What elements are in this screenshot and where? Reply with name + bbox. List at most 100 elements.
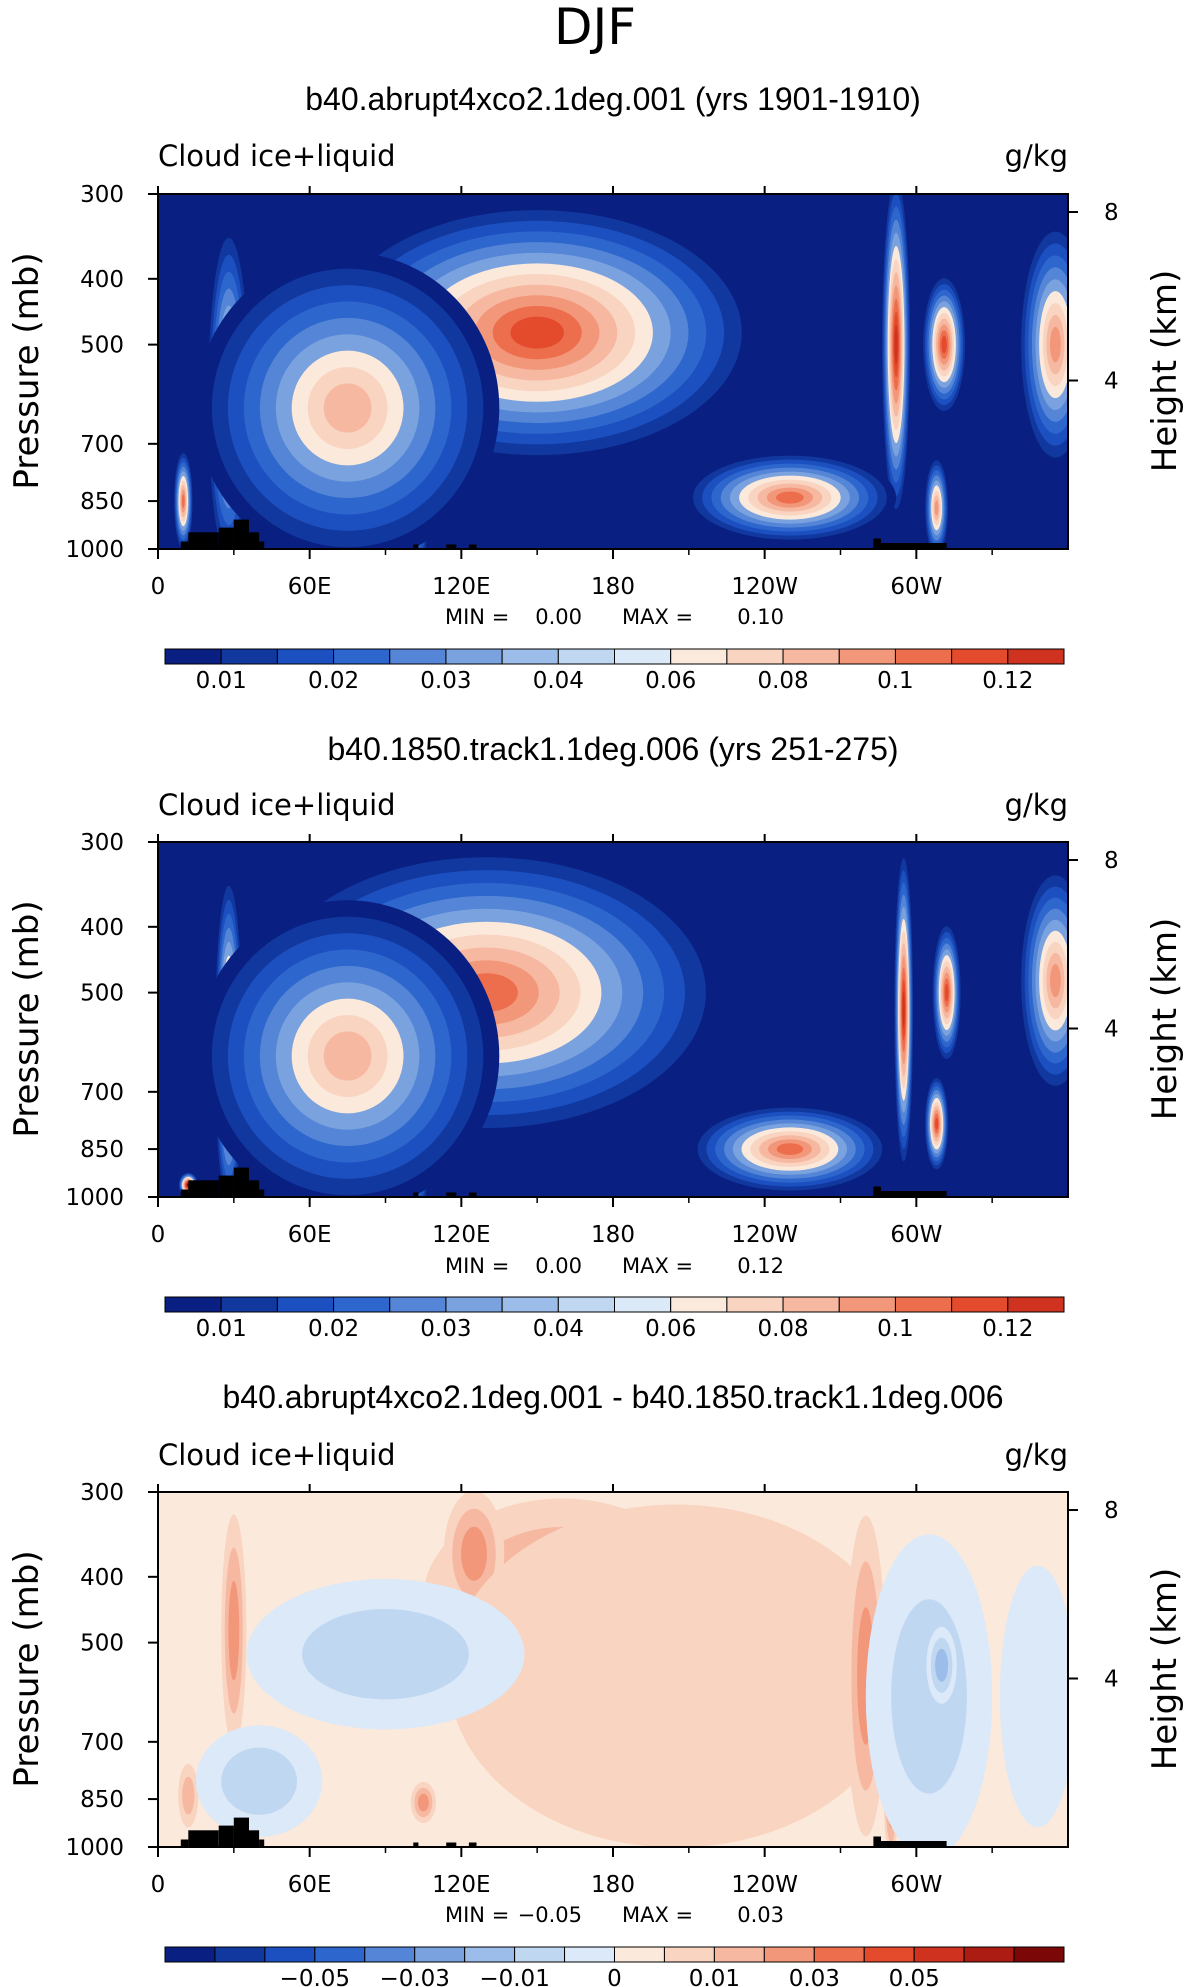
topography-block	[249, 1180, 260, 1197]
y-tick-label: 1000	[65, 537, 124, 563]
variable-label: Cloud ice+liquid	[158, 1438, 396, 1472]
colorbar-swatch	[670, 648, 728, 665]
topography-block	[873, 538, 881, 549]
max-label: MAX =	[622, 605, 693, 629]
topography-block	[413, 1842, 419, 1847]
colorbar: 0.01 0.02 0.03 0.04 0.06 0.08 0.1 0.12	[164, 648, 1065, 694]
colorbar-label: 0.06	[645, 1316, 696, 1342]
colorbar-swatch	[813, 1946, 865, 1963]
colorbar-label: −0.05	[280, 1966, 350, 1987]
panel-3: b40.abrupt4xco2.1deg.001 - b40.1850.trac…	[7, 1379, 1185, 1987]
max-value: 0.10	[737, 605, 784, 629]
contour-band	[510, 316, 564, 349]
topography-block	[468, 1192, 477, 1197]
y-tick-label: 850	[80, 1787, 124, 1813]
x-tick-label: 60W	[890, 1222, 942, 1248]
colorbar-swatch	[501, 1296, 559, 1313]
colorbar-swatch	[863, 1946, 915, 1963]
min-label: MIN =	[445, 1903, 509, 1927]
x-tick-label: 0	[151, 1222, 166, 1248]
variable-label: Cloud ice+liquid	[158, 139, 396, 173]
y2-axis: 48	[1068, 1498, 1119, 1693]
contour-band	[302, 1609, 469, 1700]
colorbar-swatch	[713, 1946, 765, 1963]
panel-title: b40.abrupt4xco2.1deg.001 - b40.1850.trac…	[222, 1379, 1003, 1415]
colorbar-swatch	[913, 1946, 965, 1963]
topography-block	[180, 1189, 189, 1197]
contour-band	[776, 491, 804, 504]
topography-block	[218, 1825, 234, 1847]
x-axis: 0 60E 120E 180 120W 60W	[151, 186, 993, 600]
y2-tick-label: 8	[1104, 1498, 1119, 1524]
topography-block	[218, 1175, 234, 1197]
x-axis: 0 60E 120E 180 120W 60W	[151, 834, 993, 1248]
colorbar-label: 0.12	[982, 668, 1033, 694]
x-tick-label: 180	[591, 1872, 635, 1898]
topography-block	[233, 519, 249, 549]
y2-tick-label: 8	[1104, 848, 1119, 874]
colorbar-label: 0.01	[689, 1966, 740, 1987]
colorbar-swatch	[894, 1296, 953, 1313]
colorbar-swatch	[220, 648, 278, 665]
y-tick-label: 500	[80, 981, 124, 1007]
colorbar-swatch	[333, 1296, 391, 1313]
colorbar-swatch	[782, 648, 840, 665]
colorbar-swatch	[782, 1296, 840, 1313]
topography-block	[218, 527, 234, 549]
colorbar-swatch	[464, 1946, 516, 1963]
colorbar-swatch	[614, 1296, 672, 1313]
y2-axis: 48	[1068, 200, 1119, 395]
units-label: g/kg	[1005, 788, 1068, 822]
contour-band	[323, 383, 372, 433]
contour-band	[999, 1565, 1068, 1828]
colorbar-swatch	[445, 648, 503, 665]
y-axis-label: Pressure (mb)	[7, 1550, 47, 1787]
colorbar-swatch	[276, 648, 335, 665]
contour-band	[448, 1504, 904, 1847]
y-tick-label: 850	[80, 489, 124, 515]
topography-block	[468, 544, 477, 549]
topography-block	[468, 1842, 477, 1847]
panel-title: b40.1850.track1.1deg.006 (yrs 251-275)	[327, 731, 898, 767]
y2-axis-label: Height (km)	[1145, 918, 1185, 1121]
topography-block	[446, 544, 457, 549]
topography-block	[880, 543, 947, 549]
y-tick-label: 700	[80, 1080, 124, 1106]
topography-block	[446, 1842, 457, 1847]
contour-band	[323, 1031, 372, 1081]
y-tick-label: 1000	[65, 1835, 124, 1861]
y-tick-label: 500	[80, 333, 124, 359]
x-tick-label: 60W	[890, 1872, 942, 1898]
colorbar-label: 0.08	[757, 1316, 808, 1342]
colorbar-swatch	[414, 1946, 466, 1963]
colorbar-swatch	[445, 1296, 503, 1313]
x-tick-label: 0	[151, 574, 166, 600]
x-tick-label: 120E	[432, 1222, 490, 1248]
contour-fields	[178, 1492, 1068, 1847]
topography	[180, 1167, 947, 1197]
colorbar-label: 0.02	[308, 668, 359, 694]
topography-block	[259, 541, 265, 549]
colorbar: 0.01 0.02 0.03 0.04 0.06 0.08 0.1 0.12	[164, 1296, 1065, 1342]
units-label: g/kg	[1005, 1438, 1068, 1472]
topography-block	[188, 1830, 219, 1847]
min-value: −0.05	[518, 1903, 582, 1927]
y-axis-label: Pressure (mb)	[7, 900, 47, 1137]
colorbar-swatch	[557, 648, 615, 665]
topography-block	[259, 1839, 265, 1847]
topography-block	[188, 1180, 219, 1197]
colorbar-label: 0.1	[877, 1316, 914, 1342]
figure-title: DJF	[554, 0, 636, 56]
colorbar-swatch	[1007, 648, 1065, 665]
topography-block	[249, 532, 260, 549]
colorbar-swatch	[164, 1296, 222, 1313]
colorbar-label: 0.03	[420, 668, 471, 694]
colorbar-label: 0.1	[877, 668, 914, 694]
panel-2: b40.1850.track1.1deg.006 (yrs 251-275) C…	[7, 731, 1185, 1342]
colorbar: −0.05 −0.03 −0.01 0 0.01 0.03 0.05	[164, 1946, 1065, 1987]
colorbar-swatch	[670, 1296, 728, 1313]
contour-band	[941, 335, 947, 354]
colorbar-swatch	[514, 1946, 566, 1963]
y-tick-label: 400	[80, 915, 124, 941]
